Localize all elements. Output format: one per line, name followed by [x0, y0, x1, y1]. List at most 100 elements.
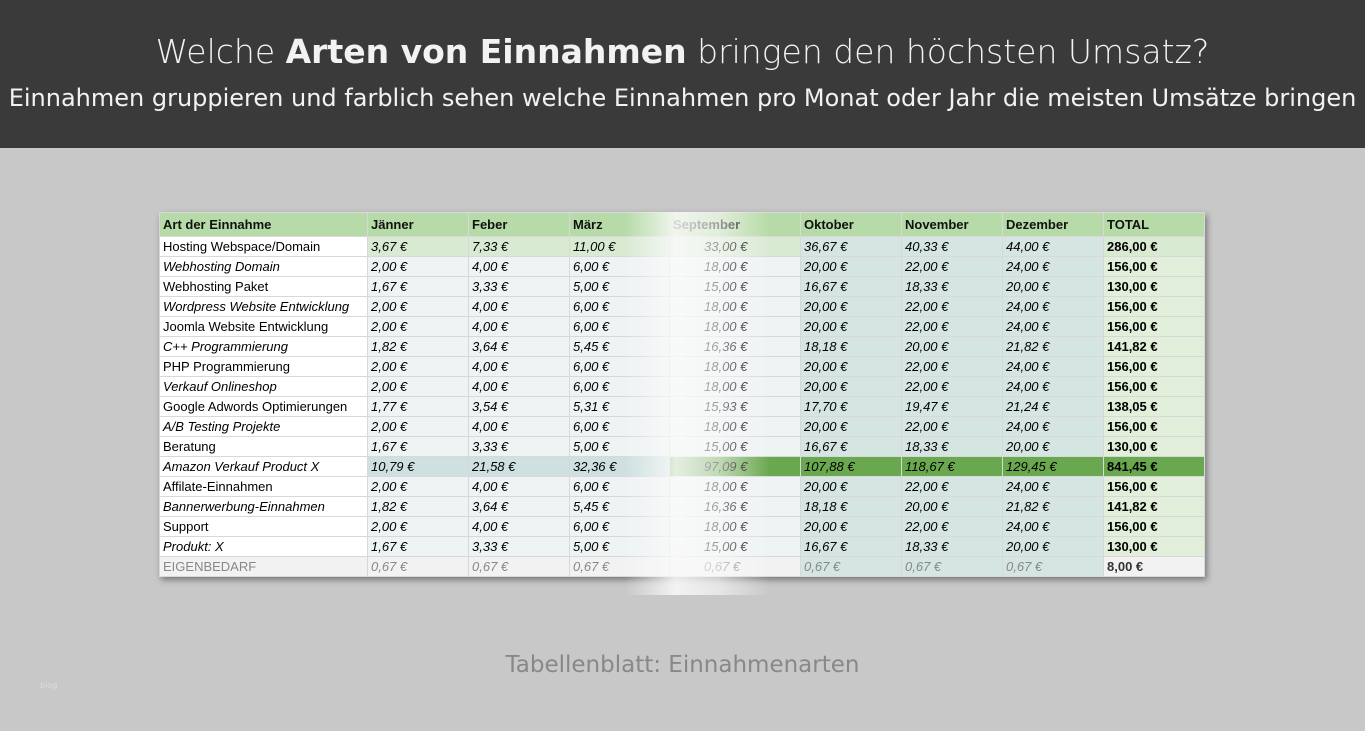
row-label: Verkauf Onlineshop [159, 376, 368, 397]
cell: 3,54 € [468, 396, 570, 417]
cell: 22,00 € [901, 256, 1003, 277]
cell: 130,00 € [1103, 436, 1205, 457]
cell: 20,00 € [901, 496, 1003, 517]
cell: 40,33 € [901, 236, 1003, 257]
cell: 130,00 € [1103, 276, 1205, 297]
cell: 156,00 € [1103, 316, 1205, 337]
cell: 21,82 € [1002, 336, 1104, 357]
cell: 4,00 € [468, 356, 570, 377]
cell: 2,00 € [367, 476, 469, 497]
cell: 8,00 € [1103, 556, 1205, 577]
cell: 22,00 € [901, 416, 1003, 437]
cell: 24,00 € [1002, 516, 1104, 537]
cell: 22,00 € [901, 516, 1003, 537]
table-row: Hosting Webspace/Domain 3,67 €7,33 €11,00… [159, 236, 1205, 257]
fade-overlay [625, 212, 770, 595]
cell: 24,00 € [1002, 376, 1104, 397]
cell: 22,00 € [901, 316, 1003, 337]
cell: 3,33 € [468, 436, 570, 457]
row-label: Produkt: X [159, 536, 368, 557]
row-label: Google Adwords Optimierungen [159, 396, 368, 417]
title-emphasis: Arten von Einnahmen [285, 32, 687, 71]
column-header: November [901, 212, 1003, 237]
row-label: Affilate-Einnahmen [159, 476, 368, 497]
cell: 21,24 € [1002, 396, 1104, 417]
cell: 17,70 € [800, 396, 902, 417]
cell: 4,00 € [468, 316, 570, 337]
cell: 2,00 € [367, 356, 469, 377]
cell: 16,67 € [800, 276, 902, 297]
cell: 107,88 € [800, 456, 902, 477]
cell: 2,00 € [367, 416, 469, 437]
cell: 18,33 € [901, 536, 1003, 557]
cell: 20,00 € [800, 476, 902, 497]
cell: 118,67 € [901, 456, 1003, 477]
cell: 0,67 € [468, 556, 570, 577]
column-header: Art der Einnahme [159, 212, 368, 237]
cell: 129,45 € [1002, 456, 1104, 477]
row-label: Hosting Webspace/Domain [159, 236, 368, 257]
row-label: Wordpress Website Entwicklung [159, 296, 368, 317]
column-header: Dezember [1002, 212, 1104, 237]
cell: 18,18 € [800, 496, 902, 517]
row-label: Webhosting Paket [159, 276, 368, 297]
cell: 3,33 € [468, 276, 570, 297]
cell: 10,79 € [367, 456, 469, 477]
cell: 130,00 € [1103, 536, 1205, 557]
cell: 16,67 € [800, 436, 902, 457]
title-text: Welche [155, 32, 276, 71]
cell: 138,05 € [1103, 396, 1205, 417]
cell: 841,45 € [1103, 456, 1205, 477]
cell: 20,00 € [800, 416, 902, 437]
cell: 3,67 € [367, 236, 469, 257]
cell: 22,00 € [901, 476, 1003, 497]
cell: 2,00 € [367, 376, 469, 397]
cell: 22,00 € [901, 356, 1003, 377]
title-text: bringen den höchsten Umsatz? [697, 32, 1210, 71]
row-label: Bannerwerbung-Einnahmen [159, 496, 368, 517]
cell: 4,00 € [468, 416, 570, 437]
cell: 36,67 € [800, 236, 902, 257]
cell: 0,67 € [1002, 556, 1104, 577]
cell: 156,00 € [1103, 416, 1205, 437]
cell: 20,00 € [901, 336, 1003, 357]
title: Welche Arten von Einnahmen bringen den h… [0, 32, 1365, 71]
cell: 2,00 € [367, 316, 469, 337]
cell: 0,67 € [901, 556, 1003, 577]
cell: 7,33 € [468, 236, 570, 257]
cell: 4,00 € [468, 376, 570, 397]
row-label: Webhosting Domain [159, 256, 368, 277]
cell: 1,67 € [367, 276, 469, 297]
cell: 44,00 € [1002, 236, 1104, 257]
cell: 22,00 € [901, 296, 1003, 317]
cell: 24,00 € [1002, 416, 1104, 437]
subtitle: Einnahmen gruppieren und farblich sehen … [8, 84, 1357, 112]
cell: 4,00 € [468, 256, 570, 277]
cell: 20,00 € [800, 516, 902, 537]
cell: 1,82 € [367, 336, 469, 357]
cell: 3,64 € [468, 336, 570, 357]
cell: 2,00 € [367, 516, 469, 537]
cell: 21,58 € [468, 456, 570, 477]
cell: 20,00 € [800, 296, 902, 317]
cell: 156,00 € [1103, 356, 1205, 377]
cell: 156,00 € [1103, 476, 1205, 497]
cell: 156,00 € [1103, 296, 1205, 317]
cell: 24,00 € [1002, 356, 1104, 377]
cell: 3,33 € [468, 536, 570, 557]
cell: 2,00 € [367, 256, 469, 277]
column-header: Feber [468, 212, 570, 237]
column-header: Oktober [800, 212, 902, 237]
cell: 24,00 € [1002, 476, 1104, 497]
table-row: Bannerwerbung-Einnahmen 1,82 €3,64 €5,45 … [159, 496, 1205, 517]
cell: 141,82 € [1103, 336, 1205, 357]
row-label: PHP Programmierung [159, 356, 368, 377]
cell: 20,00 € [1002, 536, 1104, 557]
row-label: Beratung [159, 436, 368, 457]
cell: 20,00 € [800, 256, 902, 277]
cell: 286,00 € [1103, 236, 1205, 257]
cell: 24,00 € [1002, 296, 1104, 317]
